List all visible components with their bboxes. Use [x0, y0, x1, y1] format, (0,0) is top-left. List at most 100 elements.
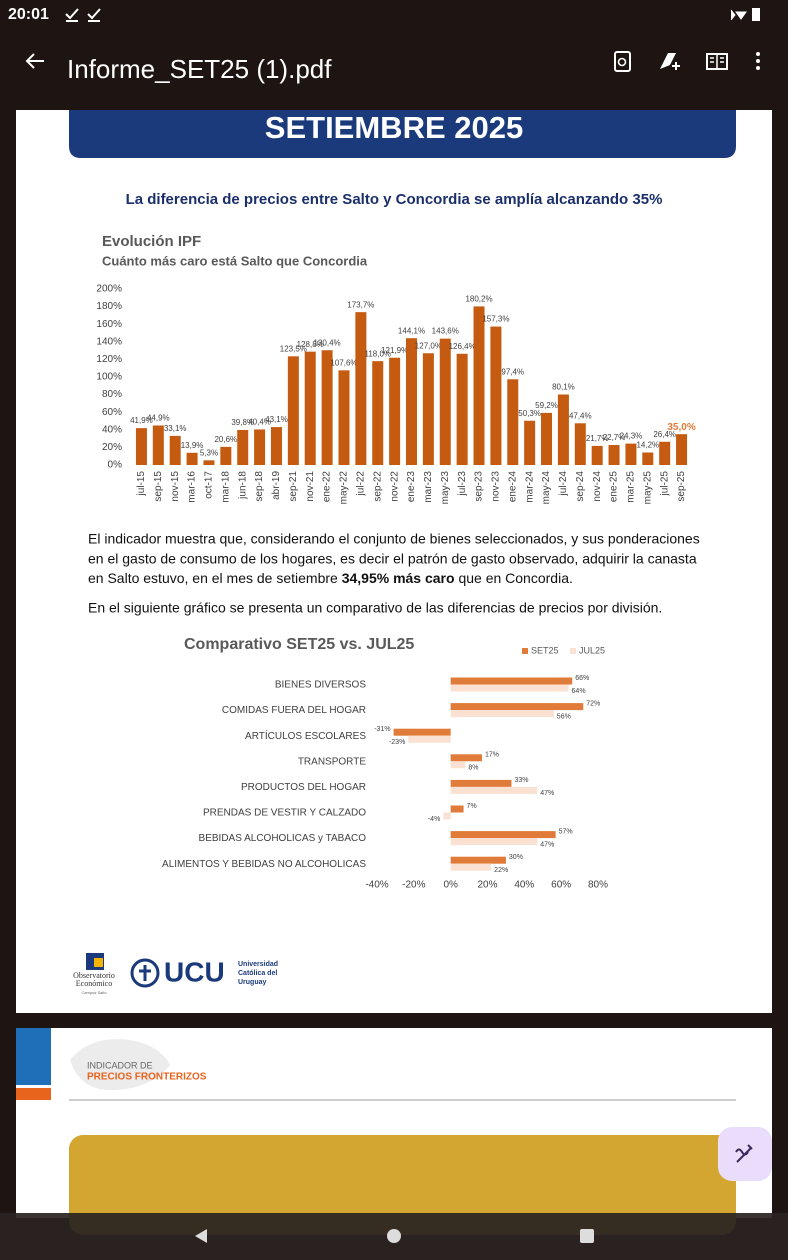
signal-icons [730, 9, 747, 21]
data-label: 64% [572, 688, 586, 695]
bar [389, 357, 401, 465]
x-tick-label: nov-23 [491, 471, 502, 502]
x-tick-label: mar-18 [220, 471, 231, 503]
x-tick-label: may-22 [339, 471, 350, 505]
chart-title: Evolución IPF [102, 233, 201, 250]
bar [254, 429, 266, 465]
x-tick-label: ene-22 [322, 471, 333, 503]
x-tick-label: mar-23 [423, 471, 434, 503]
legend-label: SET25 [531, 645, 559, 655]
y-tick-label: 200% [96, 284, 122, 295]
bar [450, 779, 512, 787]
data-label: 127,0% [415, 341, 442, 350]
data-label: 8% [468, 765, 478, 772]
bar [450, 831, 556, 839]
x-tick-label: nov-24 [592, 471, 603, 502]
data-label: -31% [374, 726, 390, 733]
bar [220, 446, 232, 465]
data-label: 56% [557, 713, 571, 720]
bar [450, 786, 538, 794]
data-label: 130,4% [314, 338, 341, 347]
more-button[interactable] [756, 52, 760, 70]
legend-swatch [570, 648, 576, 654]
y-tick-label: 120% [96, 354, 122, 365]
y-tick-label: 100% [96, 372, 122, 383]
bar [152, 425, 164, 465]
bar [237, 429, 249, 465]
y-tick-label: PRODUCTOS DEL HOGAR [241, 782, 366, 793]
x-tick-label: -20% [402, 880, 425, 891]
observatorio-logo: Observatorio Económico Campus Salto [73, 953, 115, 995]
bar [321, 350, 333, 465]
bar [450, 863, 492, 871]
legend-swatch [522, 648, 528, 654]
bar [270, 427, 282, 465]
x-tick-label: sep-15 [153, 471, 164, 502]
chart-subtitle: Cuánto más caro está Salto que Concordia [102, 253, 368, 268]
x-tick-label: nov-21 [305, 471, 316, 502]
x-tick-label: nov-15 [170, 471, 181, 502]
y-tick-label: 80% [102, 389, 122, 400]
nav-home[interactable] [387, 1229, 401, 1243]
logo-text: Campus Salto [81, 990, 107, 995]
data-label: 7% [467, 803, 477, 810]
data-label: 121,9% [381, 346, 408, 355]
x-tick-label: jun-18 [237, 471, 248, 500]
chart-title: Comparativo SET25 vs. JUL25 [184, 636, 414, 653]
body-text: en Salto estuvo, en el mes de setiembre [88, 570, 342, 586]
logo-text: Universidad [238, 961, 278, 968]
data-label: 144,1% [398, 326, 425, 335]
body-text: que en Concordia. [455, 570, 573, 586]
logo-text: Católica del [238, 970, 277, 977]
y-tick-label: BIENES DIVERSOS [275, 680, 366, 691]
banner-text: SETIEMBRE 2025 [265, 110, 523, 145]
x-tick-label: jul-22 [356, 471, 367, 497]
x-tick-label: sep-21 [288, 471, 299, 502]
x-tick-label: may-23 [440, 471, 451, 505]
back-button[interactable] [25, 53, 44, 69]
data-label: 21,7% [586, 434, 609, 443]
x-tick-label: oct-17 [204, 471, 215, 499]
logo-text: Económico [76, 979, 112, 988]
x-tick-label: jul-15 [136, 471, 147, 497]
bar [443, 812, 451, 820]
data-label: 26,4% [653, 430, 676, 439]
bar [439, 338, 451, 465]
nav-back[interactable] [195, 1229, 207, 1243]
y-tick-label: 160% [96, 319, 122, 330]
bar [169, 435, 181, 465]
data-label: 47% [540, 790, 554, 797]
x-tick-label: jul-23 [457, 471, 468, 497]
data-label: 33% [514, 777, 528, 784]
x-tick-label: 60% [551, 880, 571, 891]
data-label: 80,1% [552, 383, 575, 392]
search-button[interactable] [614, 51, 631, 72]
bar [186, 452, 198, 465]
page [16, 110, 772, 1013]
nav-recents[interactable] [580, 1229, 594, 1243]
body-line: en Salto estuvo, en el mes de setiembre … [88, 570, 573, 586]
data-label: 59,2% [535, 401, 558, 410]
data-label: 173,7% [347, 300, 374, 309]
drive-button[interactable] [660, 53, 680, 70]
bar [450, 684, 569, 692]
x-tick-label: mar-25 [626, 471, 637, 503]
data-label: 126,4% [449, 342, 476, 351]
x-tick-label: jul-24 [558, 471, 569, 497]
data-label: 50,3% [518, 409, 541, 418]
x-tick-label: sep-24 [575, 471, 586, 502]
bar [450, 754, 482, 762]
page-accent [16, 1028, 51, 1085]
bar [524, 420, 536, 465]
data-label: 44,9% [147, 414, 170, 423]
x-tick-label: sep-22 [372, 471, 383, 502]
body-line: El indicador muestra que, considerando e… [88, 531, 700, 547]
x-tick-label: may-24 [541, 471, 552, 505]
reading-mode-button[interactable] [706, 53, 728, 70]
data-label: 39,8% [231, 418, 254, 427]
banner [69, 110, 736, 158]
y-tick-label: 180% [96, 301, 122, 312]
data-label: 41,9% [130, 416, 153, 425]
